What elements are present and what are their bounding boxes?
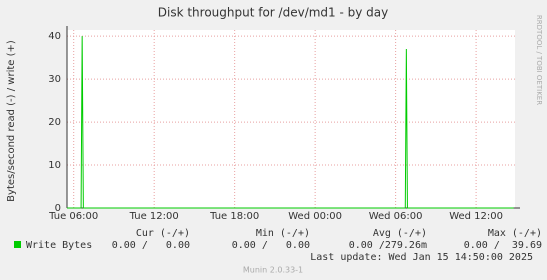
summary-value: 0.00 /279.26m [349,240,427,251]
y-tick-label: 40 [48,31,61,42]
summary-header: Cur (-/+) [136,228,190,239]
y-tick-label: 20 [48,117,61,128]
plot-area [67,30,515,208]
x-tick-label: Tue 06:00 [48,211,98,222]
legend-label: Write Bytes [26,240,92,251]
y-axis-label: Bytes/second read (-) / write (+) [6,40,17,202]
x-tick-label: Wed 00:00 [288,211,342,222]
line [67,36,514,209]
summary-header: Avg (-/+) [373,228,427,239]
summary-value: 0.00 / 0.00 [112,240,190,251]
summary-value: 0.00 / 39.69 [464,240,542,251]
x-tick-label: Wed 12:00 [449,211,503,222]
y-tick-label: 0 [55,203,61,214]
x-tick-label: Tue 12:00 [129,211,179,222]
footer: Munin 2.0.33-1 [243,266,303,275]
y-tick-label: 30 [48,74,61,85]
chart-title: Disk throughput for /dev/md1 - by day [158,6,389,20]
x-tick-label: Tue 18:00 [209,211,259,222]
legend-swatch [14,241,21,248]
side-label: RRDTOOL / TOBI OETIKER [535,15,543,105]
x-tick-label: Wed 06:00 [369,211,423,222]
last-update: Last update: Wed Jan 15 14:50:00 2025 [310,252,533,263]
summary-value: 0.00 / 0.00 [232,240,310,251]
y-tick-label: 10 [48,160,61,171]
summary-header: Min (-/+) [256,228,310,239]
summary-header: Max (-/+) [488,228,542,239]
